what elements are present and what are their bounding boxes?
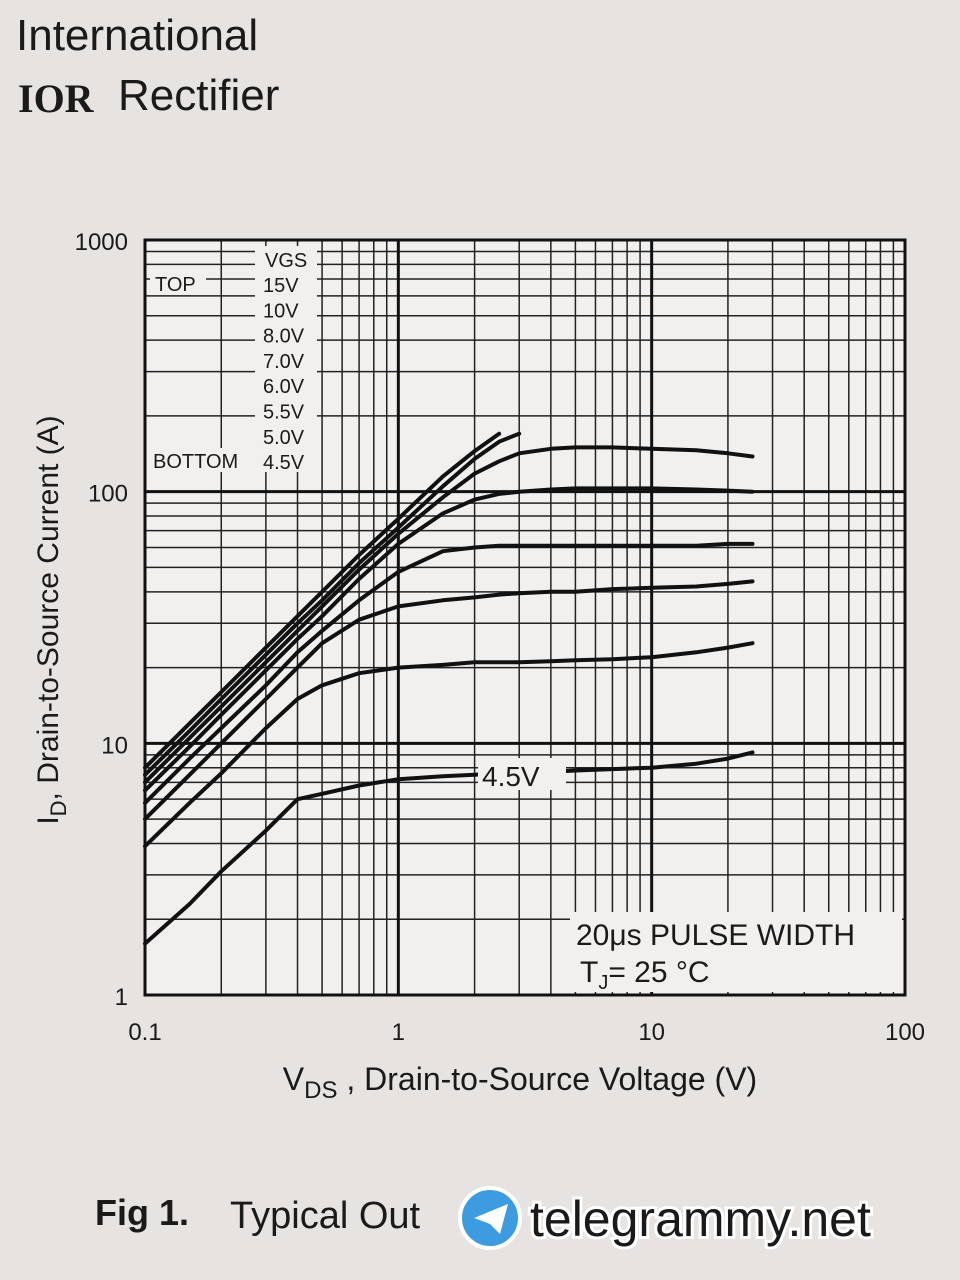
x-tick-label: 0.1 bbox=[128, 1019, 161, 1046]
temp-note: TJ= 25 °C bbox=[580, 956, 710, 994]
x-label-sub: DS bbox=[304, 1077, 337, 1104]
temp-sub: J bbox=[598, 972, 608, 994]
logo: IOR bbox=[18, 76, 95, 121]
x-tick-label: 1 bbox=[392, 1019, 405, 1046]
legend-entry: 7.0V bbox=[263, 351, 305, 373]
legend-bottom-bg bbox=[150, 448, 260, 472]
series-line bbox=[143, 579, 755, 822]
series-line bbox=[143, 486, 755, 793]
legend-title: VGS bbox=[265, 250, 307, 272]
pulse-note: 20μs PULSE WIDTH bbox=[576, 919, 855, 952]
series-line bbox=[143, 431, 502, 770]
legend-entry: 8.0V bbox=[263, 326, 305, 348]
note-bg bbox=[570, 912, 902, 992]
legend-entry: 15V bbox=[263, 275, 299, 297]
watermark-plane bbox=[474, 1204, 508, 1234]
series-line bbox=[143, 445, 755, 785]
series-line bbox=[143, 541, 755, 805]
x-label-main: V bbox=[283, 1061, 305, 1097]
caption-fig: Fig 1. bbox=[95, 1192, 189, 1233]
y-tick-label: 1 bbox=[115, 984, 128, 1011]
brand: Rectifier bbox=[118, 71, 279, 120]
legend-entry: 10V bbox=[263, 300, 299, 322]
x-axis-label: VDS , Drain-to-Source Voltage (V) bbox=[283, 1061, 757, 1104]
legend-entry: 5.0V bbox=[263, 427, 305, 449]
legend-entry: 5.5V bbox=[263, 402, 305, 424]
series-line bbox=[143, 750, 755, 946]
caption-text: Typical Out bbox=[230, 1195, 421, 1237]
legend-entry: 4.5V bbox=[263, 452, 305, 474]
x-label-rest: , Drain-to-Source Voltage (V) bbox=[337, 1061, 757, 1097]
temp-rest: = 25 °C bbox=[608, 956, 709, 989]
y-tick-label: 100 bbox=[88, 481, 128, 508]
curve-label-bg bbox=[478, 758, 566, 790]
y-tick-label: 10 bbox=[101, 732, 128, 759]
legend-bottom: BOTTOM bbox=[153, 451, 238, 473]
temp-main: T bbox=[580, 956, 598, 989]
plot: 0.1 1 10 1001101001000VGSTOPBOTTOM15V10V8.0… bbox=[75, 229, 925, 1046]
legend-top-bg bbox=[150, 270, 206, 294]
curve-label: 4.5V bbox=[482, 761, 540, 792]
y-tick-label: 1000 bbox=[75, 229, 128, 256]
x-tick-label: 100 bbox=[885, 1019, 925, 1046]
legend-bg bbox=[255, 246, 317, 472]
y-label-rest: , Drain-to-Source Current (A) bbox=[32, 415, 65, 800]
watermark: telegrammy.net bbox=[530, 1191, 871, 1247]
series-line bbox=[143, 641, 755, 849]
series-line bbox=[143, 431, 522, 777]
y-label-main: I bbox=[32, 816, 65, 824]
legend-entry: 6.0V bbox=[263, 376, 305, 398]
y-axis-label: ID, Drain-to-Source Current (A) bbox=[32, 415, 71, 824]
legend-top: TOP bbox=[155, 274, 196, 296]
x-tick-label: 10 bbox=[638, 1019, 665, 1046]
company: International bbox=[16, 11, 258, 60]
y-label-sub: D bbox=[46, 800, 71, 816]
